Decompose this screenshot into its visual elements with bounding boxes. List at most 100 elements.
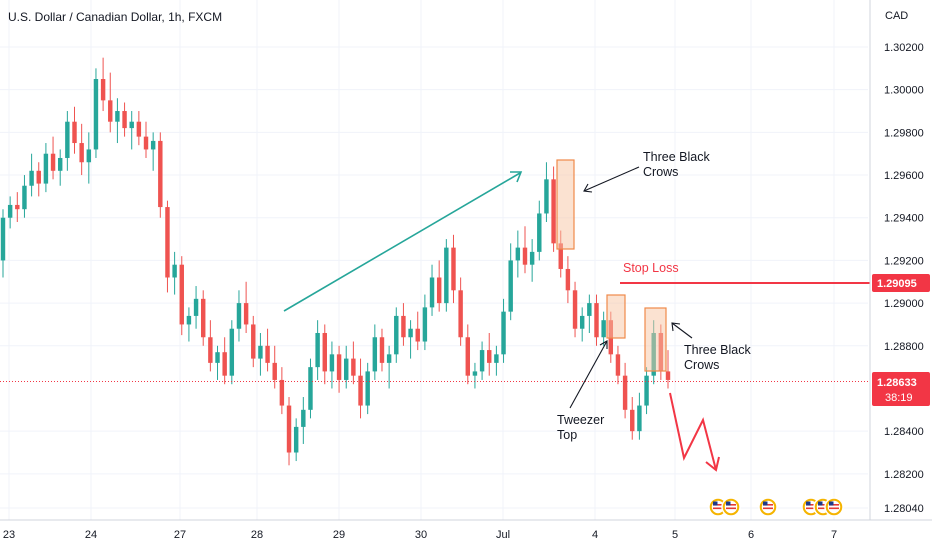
candle-body xyxy=(336,354,342,380)
candle-body xyxy=(665,371,671,380)
candle-body xyxy=(422,307,428,342)
x-tick-label: 6 xyxy=(748,529,754,541)
x-tick-label: Jul xyxy=(496,529,510,541)
crows-top-label-2: Crows xyxy=(643,165,678,179)
candle-body xyxy=(258,345,263,359)
candle-body xyxy=(630,409,635,432)
candle-body xyxy=(50,153,56,171)
candle-body xyxy=(65,121,70,158)
candle-body xyxy=(122,111,127,129)
candle-body xyxy=(565,268,571,291)
current-price-value: 1.28633 xyxy=(877,377,917,389)
candle-body xyxy=(508,260,513,312)
candle-body xyxy=(551,179,556,244)
candle-body xyxy=(236,303,242,329)
x-tick-label: 29 xyxy=(333,529,345,541)
us-ca-flag-icon[interactable] xyxy=(721,497,741,517)
candle-body xyxy=(537,213,542,252)
candle-body xyxy=(472,371,478,376)
candle-body xyxy=(179,264,184,325)
candle-body xyxy=(601,320,606,338)
us-ca-flag-icon[interactable] xyxy=(758,497,778,517)
candle-body xyxy=(293,426,299,453)
candle-body xyxy=(308,367,313,410)
candle-body xyxy=(351,358,356,376)
candle-body xyxy=(265,345,270,363)
crows-right-label-2: Crows xyxy=(684,358,719,372)
crows-top-box[interactable] xyxy=(556,159,575,250)
x-tick-label: 5 xyxy=(672,529,678,541)
candle-body xyxy=(494,354,499,363)
candle-body xyxy=(108,100,113,122)
candle-body xyxy=(72,121,77,144)
time-axis-ticks[interactable]: 23 24 27 28 29 30 Jul 4 5 6 7 xyxy=(3,529,837,541)
projection-arrow[interactable] xyxy=(669,392,720,472)
candle-body xyxy=(579,315,585,329)
price-axis-ticks[interactable]: 1.30200 1.30000 1.29800 1.29600 1.29400 1.292… xyxy=(884,42,924,515)
candle-body xyxy=(86,149,92,163)
candle-body xyxy=(0,217,6,261)
y-tick-label: 1.29600 xyxy=(884,170,924,182)
x-tick-label: 4 xyxy=(592,529,598,541)
candle-body xyxy=(622,375,628,410)
candle-body xyxy=(200,298,206,338)
x-tick-label: 23 xyxy=(3,529,15,541)
candle-body xyxy=(172,264,177,278)
candle-body xyxy=(158,140,163,208)
x-tick-label: 30 xyxy=(415,529,427,541)
y-tick-label: 1.30000 xyxy=(884,85,924,97)
candle-body xyxy=(193,298,199,316)
candle-body xyxy=(165,207,170,278)
candle-body xyxy=(587,303,592,316)
candle-body xyxy=(408,328,413,338)
economic-events[interactable] xyxy=(708,497,844,517)
candle-body xyxy=(136,121,142,137)
candle-body xyxy=(522,247,528,265)
candle-body xyxy=(15,204,20,210)
chart-title: U.S. Dollar / Canadian Dollar, 1h, FXCM xyxy=(8,10,222,24)
candle-body xyxy=(315,332,320,368)
candle-body xyxy=(143,136,149,150)
candle-body xyxy=(644,375,649,406)
candle-body xyxy=(286,405,292,453)
x-tick-label: 7 xyxy=(831,529,837,541)
candle-body xyxy=(57,157,63,171)
candle-body xyxy=(7,204,13,218)
candle-body xyxy=(529,251,535,265)
candle-body xyxy=(444,247,449,304)
tweezer-label-2: Top xyxy=(557,428,577,442)
candle-body xyxy=(515,247,521,261)
candle-body xyxy=(279,379,285,406)
candle-body xyxy=(615,354,621,376)
candle-body xyxy=(322,332,327,372)
stop-loss-label: Stop Loss xyxy=(623,261,679,275)
crows-top-label-1: Three Black xyxy=(643,150,710,164)
trend-arrow[interactable] xyxy=(283,171,523,312)
candle-body xyxy=(372,337,378,372)
candle-body xyxy=(243,303,249,325)
candle-body xyxy=(272,362,277,380)
crows-right-box[interactable] xyxy=(644,307,667,372)
y-tick-label: 1.29000 xyxy=(884,298,924,310)
tweezer-box[interactable] xyxy=(606,294,626,339)
x-tick-label: 24 xyxy=(85,529,97,541)
candle-body xyxy=(186,315,192,325)
x-tick-label: 28 xyxy=(251,529,263,541)
y-tick-label: 1.29800 xyxy=(884,127,924,139)
candle-body xyxy=(394,315,399,355)
candle-body xyxy=(344,358,349,380)
candle-body xyxy=(365,371,370,406)
y-tick-label: 1.30200 xyxy=(884,42,924,54)
stop-loss-badge: 1.29095 xyxy=(872,274,930,292)
candle-body xyxy=(415,328,420,342)
candle-body xyxy=(79,143,84,163)
us-ca-flag-icon[interactable] xyxy=(824,497,844,517)
y-tick-label: 1.28040 xyxy=(884,503,924,515)
candle-body xyxy=(465,337,471,376)
candle-body xyxy=(43,153,49,184)
candle-body xyxy=(379,337,385,363)
candle-body xyxy=(29,170,34,186)
candle-body xyxy=(129,121,134,129)
candle-body xyxy=(637,405,642,432)
